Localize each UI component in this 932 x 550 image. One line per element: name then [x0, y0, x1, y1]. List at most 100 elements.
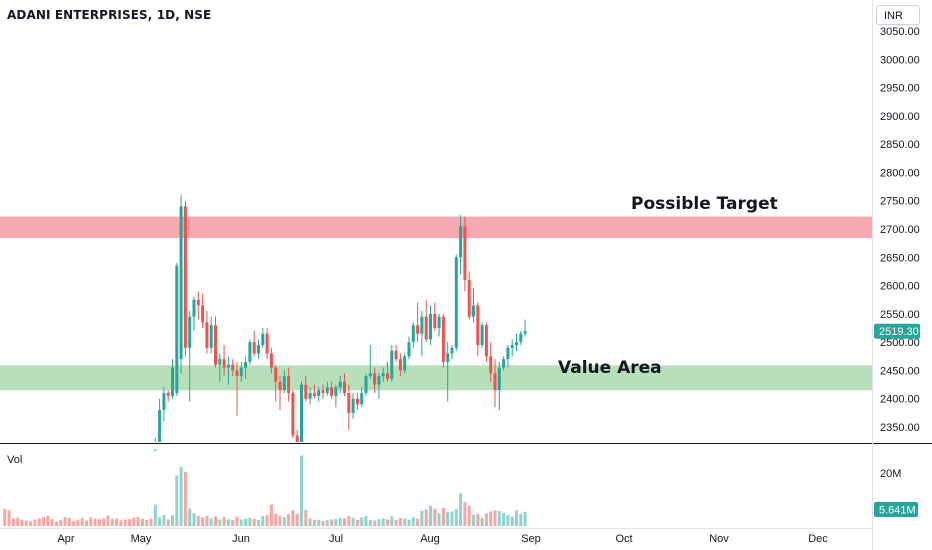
volume-bar: [72, 521, 76, 526]
last-price-value: 2519.30: [879, 326, 919, 338]
volume-bar: [295, 513, 299, 526]
volume-bar: [145, 519, 149, 526]
candle-body: [201, 305, 205, 323]
candle-body: [226, 364, 230, 368]
volume-bar: [252, 518, 256, 526]
price-tick-label: 2800.00: [880, 167, 920, 179]
time-axis[interactable]: Apr May Jun Jul Aug Sep Oct Nov Dec: [57, 533, 828, 545]
volume-bar: [282, 516, 286, 526]
price-tick-label: 2350.00: [880, 422, 920, 434]
candle-body: [450, 347, 454, 354]
volume-bar: [205, 515, 209, 526]
volume-bar: [67, 517, 71, 526]
volume-bar: [128, 519, 131, 526]
volume-bar: [519, 513, 523, 526]
candle-body: [403, 356, 407, 371]
volume-bar: [424, 509, 428, 526]
volume-bar: [321, 520, 325, 526]
volume-bar: [463, 502, 467, 526]
volume-bar: [239, 519, 243, 526]
volume-bar: [390, 516, 394, 526]
candle-body: [463, 226, 467, 280]
volume-bar: [300, 455, 303, 526]
candles-layer: [153, 195, 527, 451]
candle-body: [312, 393, 316, 396]
volume-bar: [484, 513, 488, 526]
volume-bar: [209, 518, 213, 526]
price-tick-label: 2750.00: [880, 196, 920, 208]
volume-bar: [291, 510, 295, 526]
candle-body: [317, 390, 321, 396]
candle-body: [196, 299, 200, 306]
volume-bar: [343, 518, 346, 526]
volume-bar: [287, 514, 291, 526]
last-volume-badge: [874, 502, 918, 517]
candle-body: [209, 325, 213, 348]
candle-body: [351, 398, 355, 413]
volume-bar: [364, 515, 368, 526]
candle-body: [480, 325, 484, 345]
candle-body: [244, 361, 248, 368]
candle-body: [416, 325, 420, 334]
candle-body: [269, 353, 273, 368]
volume-bar: [403, 518, 407, 526]
volume-bar: [304, 509, 308, 526]
currency-selector[interactable]: INR: [876, 5, 920, 25]
candle-body: [235, 370, 239, 377]
volume-bar: [149, 518, 153, 526]
candle-body: [368, 373, 372, 377]
candle-body: [248, 342, 252, 362]
volume-bar: [110, 518, 114, 526]
volume-bar: [502, 513, 506, 526]
candle-body: [282, 376, 286, 391]
candle-body: [484, 325, 488, 357]
volume-bar: [29, 520, 33, 526]
volume-bar: [476, 513, 480, 526]
candle-body: [510, 344, 514, 348]
candle-body: [411, 325, 415, 343]
volume-bar: [269, 504, 273, 526]
volume-layer: [3, 455, 527, 526]
volume-bar: [16, 517, 20, 526]
price-tick-label: 2500.00: [880, 337, 920, 349]
possible-target-label: Possible Target: [631, 194, 778, 214]
candle-body: [476, 305, 480, 345]
volume-bar: [115, 518, 119, 526]
price-axis[interactable]: 3050.00 3000.00 2950.00 2900.00 2850.00 2800.…: [880, 26, 920, 434]
volume-bar: [97, 519, 101, 526]
volume-bar: [42, 517, 45, 526]
volume-bar: [459, 493, 463, 526]
candle-body: [222, 359, 226, 368]
volume-bar: [497, 510, 501, 526]
volume-bar: [46, 515, 50, 526]
price-tick-label: 3000.00: [880, 54, 920, 66]
volume-bar: [218, 519, 222, 526]
candle-body: [523, 331, 527, 334]
zone-1: [0, 365, 872, 391]
time-tick-label: Sep: [521, 533, 541, 545]
volume-bar: [33, 519, 37, 526]
candle-body: [364, 376, 368, 394]
volume-bar: [248, 517, 252, 526]
volume-bar: [394, 519, 398, 526]
time-tick-label: Oct: [615, 533, 632, 545]
volume-bar: [368, 519, 372, 526]
volume-bar: [433, 508, 437, 526]
candle-body: [489, 356, 493, 374]
volume-bar: [347, 516, 351, 526]
candle-body: [287, 376, 291, 394]
candle-body: [278, 381, 282, 391]
time-tick-label: Nov: [709, 533, 729, 545]
volume-bar: [175, 475, 179, 526]
candle-body: [252, 342, 256, 354]
volume-bar: [386, 519, 389, 526]
volume-bar: [244, 518, 248, 526]
volume-bar: [158, 517, 162, 526]
value-area-label: Value Area: [558, 358, 662, 378]
volume-bar: [93, 518, 97, 526]
candle-body: [347, 393, 351, 413]
volume-bar: [338, 517, 342, 526]
time-tick-label: Aug: [420, 533, 440, 545]
volume-bar: [76, 519, 80, 526]
